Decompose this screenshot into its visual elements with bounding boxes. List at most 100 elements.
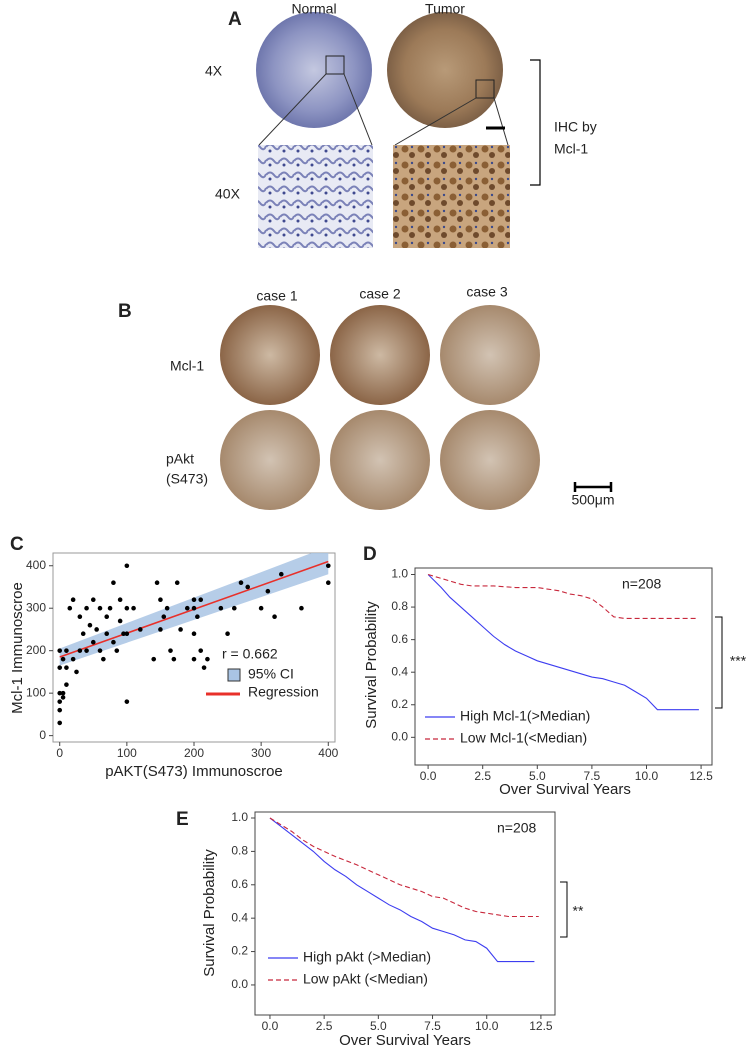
scatter-point bbox=[124, 563, 130, 569]
x-tick-label: 0.0 bbox=[262, 1019, 279, 1033]
zoom-line bbox=[343, 73, 373, 146]
scatter-point bbox=[168, 648, 173, 653]
scatter-point bbox=[97, 648, 103, 653]
legend-label: High pAkt (>Median) bbox=[303, 949, 431, 965]
x-tick-label: 5.0 bbox=[529, 769, 546, 783]
zoom-box bbox=[475, 79, 495, 99]
scatter-point bbox=[90, 639, 96, 645]
legend-label: Regression bbox=[248, 684, 319, 700]
scatter-point bbox=[325, 580, 331, 586]
scatter-point bbox=[84, 605, 89, 611]
scatter-point bbox=[70, 597, 76, 603]
bracket bbox=[530, 59, 541, 186]
scatter-point bbox=[131, 605, 136, 611]
y-tick-label: 0.6 bbox=[231, 877, 248, 891]
scatter-point bbox=[201, 665, 207, 670]
scatter-point bbox=[84, 648, 89, 653]
y-tick-label: 1.0 bbox=[391, 567, 408, 581]
column-label: Normal bbox=[291, 1, 336, 17]
scatter-point bbox=[325, 563, 331, 569]
scatter-point bbox=[198, 648, 204, 653]
scatter-point bbox=[80, 631, 86, 636]
scatter-point bbox=[64, 682, 69, 687]
x-axis-title: Over Survival Years bbox=[339, 1032, 471, 1049]
row-label: 40X bbox=[215, 186, 241, 202]
x-tick-label: 100 bbox=[117, 746, 137, 760]
x-tick-label: 300 bbox=[251, 746, 271, 760]
x-tick-label: 7.5 bbox=[424, 1019, 441, 1033]
plot-area bbox=[427, 573, 699, 711]
legend-swatch bbox=[227, 668, 241, 682]
scatter-point bbox=[111, 639, 116, 645]
y-tick-label: 300 bbox=[26, 600, 46, 614]
column-label: case 1 bbox=[256, 288, 297, 304]
scatter-point bbox=[151, 656, 157, 662]
scatter-point bbox=[111, 580, 116, 586]
scatter-point bbox=[64, 665, 69, 670]
tissue-core bbox=[440, 305, 540, 405]
x-tick-label: 200 bbox=[184, 746, 204, 760]
scatter-point bbox=[94, 627, 99, 632]
scatter-point bbox=[57, 665, 63, 670]
scatter-point bbox=[124, 699, 130, 704]
scatter-point bbox=[60, 690, 66, 696]
scatter-point bbox=[158, 627, 163, 632]
zoom-image-tumor bbox=[393, 145, 510, 248]
y-tick-label: 0 bbox=[39, 728, 46, 742]
scatter-point bbox=[195, 614, 200, 620]
y-axis-title: Survival Probability bbox=[363, 601, 380, 729]
scatter-point bbox=[121, 631, 126, 636]
significance: *** bbox=[730, 653, 747, 669]
tissue-core-tumor bbox=[387, 12, 503, 128]
panel-label: C bbox=[10, 534, 24, 555]
scatter-point bbox=[184, 605, 190, 611]
scatter-point bbox=[107, 605, 113, 611]
scatter-point bbox=[57, 648, 63, 653]
tissue-core-normal bbox=[256, 12, 372, 128]
scale-bar bbox=[573, 482, 613, 492]
scatter-point bbox=[87, 622, 93, 628]
scatter-point bbox=[161, 614, 167, 620]
bracket-label: Mcl-1 bbox=[554, 141, 588, 157]
y-axis-title: Mcl-1 Immunoscroe bbox=[9, 582, 26, 714]
scatter-point bbox=[57, 690, 63, 696]
tissue-core bbox=[330, 305, 430, 405]
y-axis-title: Survival Probability bbox=[201, 849, 218, 977]
zoom-line bbox=[493, 97, 509, 146]
panel-b-images bbox=[220, 305, 613, 510]
scatter-point bbox=[238, 580, 244, 586]
legend-label: High Mcl-1(>Median) bbox=[460, 708, 590, 724]
scatter-point bbox=[67, 605, 73, 611]
scatter-point bbox=[97, 605, 103, 611]
x-tick-label: 12.5 bbox=[689, 769, 713, 783]
legend-label: 95% CI bbox=[248, 666, 294, 682]
scatter-point bbox=[191, 656, 197, 662]
scatter-point bbox=[117, 597, 123, 603]
zoom-line bbox=[258, 73, 327, 146]
panel-label: E bbox=[176, 809, 189, 830]
survival-curve bbox=[269, 817, 535, 963]
y-tick-label: 0.0 bbox=[231, 977, 248, 991]
survival-curve bbox=[427, 573, 697, 620]
x-tick-label: 5.0 bbox=[370, 1019, 387, 1033]
y-tick-label: 400 bbox=[26, 558, 46, 572]
zoom-box bbox=[325, 55, 345, 75]
scatter-point bbox=[198, 597, 204, 603]
tissue-core bbox=[220, 410, 320, 510]
x-tick-label: 10.0 bbox=[635, 769, 659, 783]
scatter-point bbox=[60, 656, 66, 662]
scatter-point bbox=[60, 695, 66, 700]
scale-bar-label: 500μm bbox=[571, 492, 614, 508]
scatter-point bbox=[74, 669, 79, 675]
survival-curve bbox=[427, 574, 699, 711]
significance-bracket bbox=[715, 616, 723, 709]
scatter-point bbox=[77, 614, 83, 620]
scatter-point bbox=[117, 618, 123, 624]
scatter-point bbox=[191, 597, 197, 603]
y-tick-label: 200 bbox=[26, 643, 46, 657]
scatter-point bbox=[104, 631, 110, 636]
row-label: Mcl-1 bbox=[170, 358, 204, 374]
y-tick-label: 0.8 bbox=[231, 844, 248, 858]
y-tick-label: 100 bbox=[26, 685, 46, 699]
column-label: case 3 bbox=[466, 284, 507, 300]
